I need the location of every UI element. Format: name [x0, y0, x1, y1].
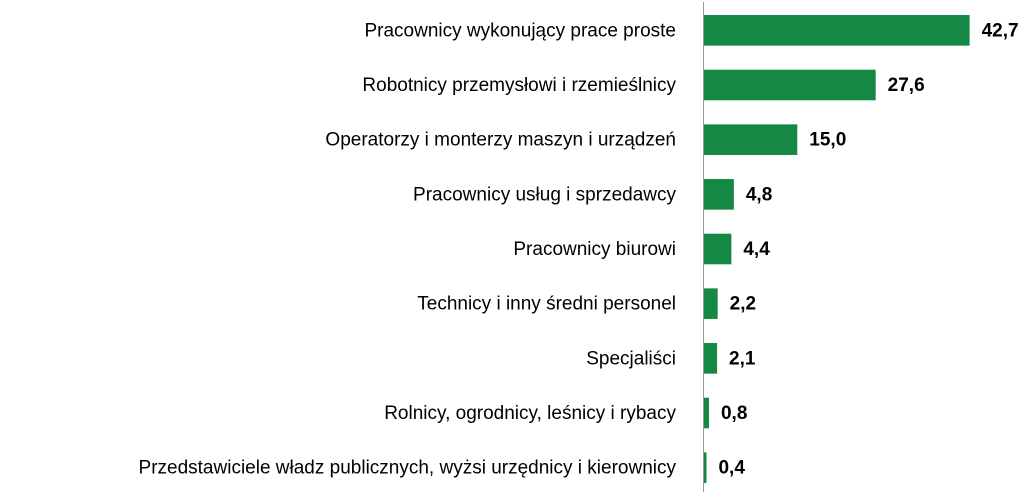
bar — [704, 397, 709, 429]
category-label: Specjaliści — [586, 348, 676, 369]
category-label: Robotnicy przemysłowi i rzemieślnicy — [362, 75, 676, 96]
value-label: 2,1 — [729, 348, 756, 369]
category-label: Operatorzy i monterzy maszyn i urządzeń — [325, 130, 676, 151]
bar — [704, 15, 970, 46]
category-label: Pracownicy wykonujący prace proste — [364, 20, 676, 41]
category-label: Pracownicy usług i sprzedawcy — [413, 184, 676, 205]
category-label: Technicy i inny średni personel — [417, 294, 676, 315]
bar — [704, 124, 798, 155]
bar — [704, 179, 734, 210]
value-label: 0,8 — [721, 403, 747, 424]
value-label: 4,8 — [746, 184, 772, 205]
category-label: Rolnicy, ogrodnicy, leśnicy i rybacy — [384, 403, 676, 424]
bar — [704, 288, 718, 319]
category-label: Pracownicy biurowi — [513, 239, 676, 260]
value-label: 2,2 — [730, 294, 756, 315]
value-label: 15,0 — [809, 130, 846, 151]
bar — [704, 69, 876, 101]
value-label: 27,6 — [888, 75, 925, 96]
value-label: 0,4 — [718, 458, 745, 479]
bar — [704, 343, 718, 374]
value-label: 4,4 — [743, 239, 770, 260]
bar — [704, 233, 732, 265]
value-label: 42,7 — [982, 20, 1019, 41]
bar — [704, 452, 707, 483]
category-label: Przedstawiciele władz publicznych, wyżsi… — [139, 458, 677, 479]
